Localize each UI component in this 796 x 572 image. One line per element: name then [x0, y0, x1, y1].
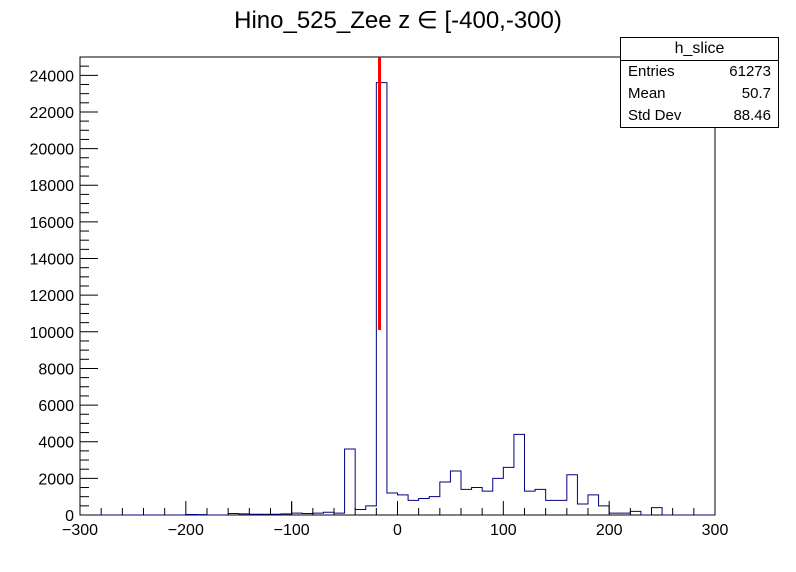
x-tick-label: 0	[393, 522, 402, 539]
histogram-bin	[408, 500, 419, 515]
stats-histogram-name: h_slice	[621, 38, 778, 61]
stats-entries-label: Entries	[628, 63, 675, 80]
histogram-bin	[323, 512, 334, 515]
stats-stddev-value: 88.46	[733, 107, 771, 124]
stats-row-mean: Mean 50.7	[621, 83, 778, 105]
histogram-bin	[313, 513, 324, 515]
histogram-bin	[260, 514, 271, 515]
histogram-bin	[398, 495, 409, 515]
histogram-bin	[271, 514, 282, 515]
x-tick-label: 300	[702, 522, 729, 539]
chart-title: Hino_525_Zee z ∈ [-400,-300)	[234, 7, 562, 34]
stats-row-entries: Entries 61273	[621, 61, 778, 83]
histogram-bin	[345, 449, 356, 515]
histogram-bin	[186, 514, 197, 515]
histogram-bin	[652, 508, 663, 515]
histogram-bin	[292, 513, 303, 515]
stats-mean-value: 50.7	[741, 85, 771, 102]
y-tick-label: 0	[65, 508, 74, 525]
y-tick-label: 12000	[30, 288, 75, 305]
histogram-bin	[302, 514, 313, 515]
y-tick-label: 2000	[38, 471, 74, 488]
histogram-bin	[609, 513, 620, 515]
histogram-bin	[556, 500, 567, 515]
histogram-bin	[239, 514, 250, 515]
histogram-bin	[334, 513, 345, 515]
histogram-bin	[535, 489, 546, 515]
histogram-bin	[355, 510, 366, 515]
histogram-bin	[228, 514, 239, 515]
histogram-bin	[567, 475, 578, 515]
x-tick-label: −200	[168, 522, 204, 539]
histogram-bin	[620, 513, 631, 515]
histogram-bin	[376, 83, 387, 515]
y-tick-label: 20000	[30, 142, 75, 159]
x-tick-label: −100	[274, 522, 310, 539]
y-tick-label: 24000	[30, 68, 75, 85]
histogram-bin	[482, 491, 493, 515]
histogram-bin	[546, 500, 557, 515]
x-tick-label: 100	[490, 522, 517, 539]
y-tick-label: 14000	[30, 252, 75, 269]
histogram-bin	[588, 495, 599, 515]
y-tick-label: 22000	[30, 105, 75, 122]
y-tick-label: 8000	[38, 361, 74, 378]
histogram-bin	[630, 511, 641, 515]
histogram-bin	[281, 514, 292, 515]
histogram-bin	[440, 482, 451, 515]
histogram-bin	[429, 497, 440, 515]
y-tick-label: 16000	[30, 215, 75, 232]
histogram-bin	[472, 488, 483, 515]
stats-stddev-label: Std Dev	[628, 107, 682, 124]
histogram-bin	[503, 467, 514, 515]
stats-mean-label: Mean	[628, 85, 666, 102]
histogram-bin	[461, 489, 472, 515]
x-tick-label: 200	[596, 522, 623, 539]
y-tick-label: 4000	[38, 435, 74, 452]
y-tick-label: 6000	[38, 398, 74, 415]
histogram-bin	[249, 514, 260, 515]
histogram-bin	[525, 491, 536, 515]
stats-box: h_slice Entries 61273 Mean 50.7 Std Dev …	[620, 37, 779, 128]
histogram-outline	[80, 82, 715, 516]
histogram-bin	[599, 506, 610, 515]
y-tick-label: 18000	[30, 178, 75, 195]
histogram-bin	[419, 499, 430, 515]
histogram-bin	[366, 506, 377, 515]
y-tick-label: 10000	[30, 325, 75, 342]
histogram-bin	[450, 471, 461, 515]
histogram-bin	[493, 478, 504, 515]
histogram-bin	[577, 504, 588, 515]
stats-entries-value: 61273	[729, 63, 771, 80]
stats-row-stddev: Std Dev 88.46	[621, 105, 778, 127]
histogram-bin	[387, 493, 398, 515]
histogram-bin	[514, 434, 525, 515]
x-tick-label: −300	[62, 522, 98, 539]
